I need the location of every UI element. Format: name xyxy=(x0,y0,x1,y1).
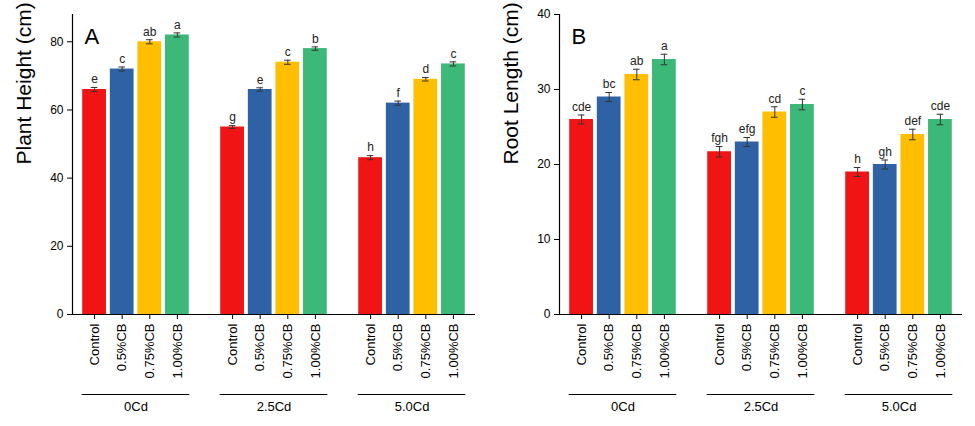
svg-text:0.75%CB: 0.75%CB xyxy=(629,324,644,379)
svg-text:Control: Control xyxy=(363,323,378,365)
svg-text:0.5%CB: 0.5%CB xyxy=(252,324,267,372)
svg-text:80: 80 xyxy=(50,35,64,49)
svg-text:0.5%CB: 0.5%CB xyxy=(390,324,405,372)
svg-text:e: e xyxy=(257,73,264,87)
svg-text:40: 40 xyxy=(537,7,551,21)
svg-text:f: f xyxy=(397,86,401,100)
svg-text:ab: ab xyxy=(630,54,644,68)
svg-text:def: def xyxy=(904,114,921,128)
svg-text:5.0Cd: 5.0Cd xyxy=(395,399,430,414)
svg-text:Plant Height (cm): Plant Height (cm) xyxy=(12,2,35,164)
svg-text:5.0Cd: 5.0Cd xyxy=(882,399,917,414)
svg-text:Control: Control xyxy=(574,323,589,365)
svg-text:0: 0 xyxy=(544,307,551,321)
svg-text:1.00%CB: 1.00%CB xyxy=(657,324,672,379)
svg-text:2.5Cd: 2.5Cd xyxy=(257,399,292,414)
svg-text:0.75%CB: 0.75%CB xyxy=(767,324,782,379)
svg-text:bc: bc xyxy=(603,77,616,91)
svg-text:cd: cd xyxy=(768,92,781,106)
svg-text:60: 60 xyxy=(50,103,64,117)
svg-text:1.00%CB: 1.00%CB xyxy=(795,324,810,379)
svg-text:Control: Control xyxy=(225,323,240,365)
svg-text:30: 30 xyxy=(537,82,551,96)
svg-text:0.75%CB: 0.75%CB xyxy=(142,324,157,379)
svg-text:20: 20 xyxy=(50,239,64,253)
svg-text:B: B xyxy=(572,24,587,49)
svg-text:c: c xyxy=(119,52,125,66)
svg-text:e: e xyxy=(91,72,98,86)
svg-text:a: a xyxy=(661,39,668,53)
svg-text:A: A xyxy=(85,24,100,49)
svg-text:0.5%CB: 0.5%CB xyxy=(601,324,616,372)
svg-text:0.5%CB: 0.5%CB xyxy=(877,324,892,372)
svg-text:0.75%CB: 0.75%CB xyxy=(280,324,295,379)
svg-text:20: 20 xyxy=(537,157,551,171)
svg-text:Root Length (cm): Root Length (cm) xyxy=(499,2,522,164)
svg-text:1.00%CB: 1.00%CB xyxy=(308,324,323,379)
svg-text:g: g xyxy=(229,110,236,124)
svg-text:0Cd: 0Cd xyxy=(611,399,635,414)
svg-text:d: d xyxy=(422,62,429,76)
svg-text:Control: Control xyxy=(712,323,727,365)
svg-text:0.5%CB: 0.5%CB xyxy=(739,324,754,372)
svg-text:0Cd: 0Cd xyxy=(124,399,148,414)
svg-text:2.5Cd: 2.5Cd xyxy=(744,399,779,414)
svg-text:1.00%CB: 1.00%CB xyxy=(446,324,461,379)
svg-text:0.5%CB: 0.5%CB xyxy=(114,324,129,372)
svg-text:10: 10 xyxy=(537,232,551,246)
svg-text:c: c xyxy=(285,45,291,59)
svg-text:0.75%CB: 0.75%CB xyxy=(418,324,433,379)
svg-text:1.00%CB: 1.00%CB xyxy=(933,324,948,379)
svg-text:1.00%CB: 1.00%CB xyxy=(170,324,185,379)
svg-text:fgh: fgh xyxy=(711,131,728,145)
svg-text:0: 0 xyxy=(57,307,64,321)
svg-text:ab: ab xyxy=(143,25,157,39)
svg-text:b: b xyxy=(312,32,319,46)
svg-text:gh: gh xyxy=(879,145,892,159)
svg-text:cde: cde xyxy=(572,100,592,114)
svg-text:h: h xyxy=(367,140,374,154)
svg-text:cde: cde xyxy=(931,99,951,113)
svg-text:c: c xyxy=(799,84,805,98)
svg-text:efg: efg xyxy=(739,122,756,136)
svg-text:h: h xyxy=(854,152,861,166)
svg-text:0.75%CB: 0.75%CB xyxy=(905,324,920,379)
svg-text:Control: Control xyxy=(850,323,865,365)
svg-text:c: c xyxy=(450,47,456,61)
svg-text:a: a xyxy=(174,18,181,32)
svg-text:40: 40 xyxy=(50,171,64,185)
svg-text:Control: Control xyxy=(87,323,102,365)
